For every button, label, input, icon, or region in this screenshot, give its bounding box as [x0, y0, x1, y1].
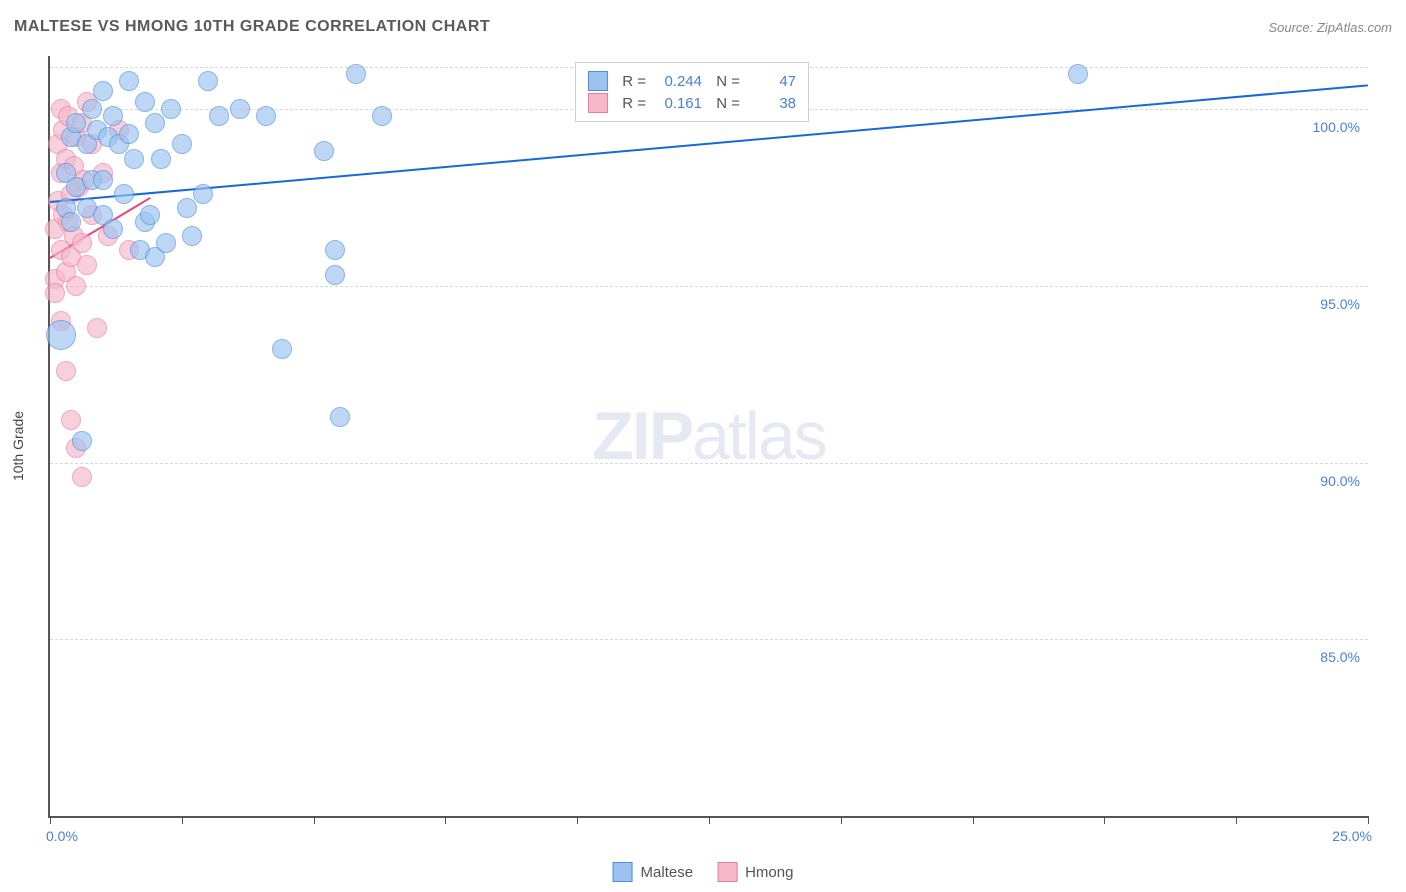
- x-tick: [973, 816, 974, 824]
- x-lim-label-left: 0.0%: [46, 828, 78, 844]
- scatter-point: [230, 99, 250, 119]
- r-value: 0.244: [656, 73, 702, 90]
- scatter-point: [93, 81, 113, 101]
- y-tick-label: 90.0%: [1318, 473, 1362, 489]
- x-tick: [709, 816, 710, 824]
- x-tick: [1236, 816, 1237, 824]
- x-lim-label-right: 25.0%: [1332, 828, 1372, 844]
- chart-header: MALTESE VS HMONG 10TH GRADE CORRELATION …: [14, 18, 1392, 36]
- scatter-point: [103, 106, 123, 126]
- x-tick: [50, 816, 51, 824]
- gridline-h: [50, 639, 1368, 640]
- scatter-point: [325, 265, 345, 285]
- hmong-swatch-icon: [717, 862, 737, 882]
- legend-stats-row: R = 0.244 N = 47: [588, 71, 796, 91]
- legend-label: Hmong: [745, 864, 793, 881]
- scatter-point: [1068, 64, 1088, 84]
- scatter-point: [72, 431, 92, 451]
- scatter-point: [46, 320, 76, 350]
- legend-stats-box: R = 0.244 N = 47 R = 0.161 N = 38: [575, 62, 809, 122]
- legend-label: Maltese: [641, 864, 694, 881]
- swatch-icon: [588, 93, 608, 113]
- scatter-point: [151, 149, 171, 169]
- scatter-point: [161, 99, 181, 119]
- scatter-point: [124, 149, 144, 169]
- x-tick: [314, 816, 315, 824]
- gridline-h: [50, 463, 1368, 464]
- y-tick-label: 100.0%: [1311, 119, 1362, 135]
- scatter-point: [272, 339, 292, 359]
- r-label: R =: [618, 73, 646, 90]
- scatter-point: [140, 205, 160, 225]
- scatter-point: [72, 467, 92, 487]
- scatter-point: [61, 212, 81, 232]
- n-value: 38: [750, 95, 796, 112]
- maltese-swatch-icon: [613, 862, 633, 882]
- scatter-point: [45, 283, 65, 303]
- n-label: N =: [712, 73, 740, 90]
- scatter-point: [61, 410, 81, 430]
- scatter-point: [87, 318, 107, 338]
- r-value: 0.161: [656, 95, 702, 112]
- scatter-point: [119, 124, 139, 144]
- legend-item-maltese: Maltese: [613, 862, 694, 882]
- scatter-point: [103, 219, 123, 239]
- x-tick: [182, 816, 183, 824]
- legend-item-hmong: Hmong: [717, 862, 793, 882]
- scatter-point: [209, 106, 229, 126]
- x-tick: [445, 816, 446, 824]
- chart-title: MALTESE VS HMONG 10TH GRADE CORRELATION …: [14, 18, 490, 36]
- scatter-point: [93, 170, 113, 190]
- x-tick: [1368, 816, 1369, 824]
- scatter-point: [325, 240, 345, 260]
- scatter-point: [56, 361, 76, 381]
- scatter-point: [119, 71, 139, 91]
- scatter-point: [330, 407, 350, 427]
- scatter-point: [66, 113, 86, 133]
- n-label: N =: [712, 95, 740, 112]
- scatter-point: [198, 71, 218, 91]
- gridline-h: [50, 286, 1368, 287]
- bottom-legend: Maltese Hmong: [613, 862, 794, 882]
- scatter-point: [135, 92, 155, 112]
- scatter-point: [156, 233, 176, 253]
- r-label: R =: [618, 95, 646, 112]
- scatter-point: [177, 198, 197, 218]
- scatter-point: [172, 134, 192, 154]
- x-tick: [577, 816, 578, 824]
- x-tick: [1104, 816, 1105, 824]
- y-tick-label: 85.0%: [1318, 649, 1362, 665]
- scatter-point: [314, 141, 334, 161]
- x-tick: [841, 816, 842, 824]
- scatter-point: [182, 226, 202, 246]
- y-tick-label: 95.0%: [1318, 296, 1362, 312]
- source-label: Source: ZipAtlas.com: [1268, 20, 1392, 35]
- scatter-point: [372, 106, 392, 126]
- scatter-point: [193, 184, 213, 204]
- legend-stats-row: R = 0.161 N = 38: [588, 93, 796, 113]
- scatter-point: [82, 99, 102, 119]
- scatter-plot-area: ZIPatlas 85.0%90.0%95.0%100.0%0.0%25.0%R…: [48, 56, 1368, 818]
- scatter-point: [256, 106, 276, 126]
- y-axis-label: 10th Grade: [10, 411, 26, 481]
- scatter-point: [346, 64, 366, 84]
- n-value: 47: [750, 73, 796, 90]
- scatter-point: [145, 113, 165, 133]
- scatter-point: [72, 233, 92, 253]
- scatter-point: [114, 184, 134, 204]
- swatch-icon: [588, 71, 608, 91]
- scatter-point: [77, 255, 97, 275]
- scatter-point: [66, 276, 86, 296]
